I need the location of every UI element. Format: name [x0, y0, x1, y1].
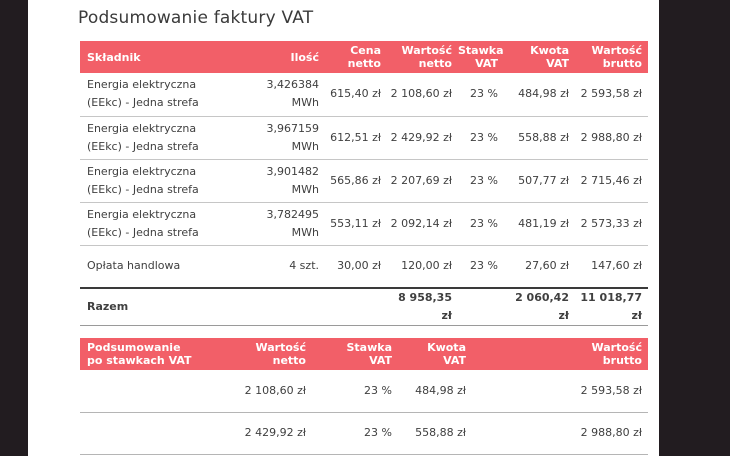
- column-header-value-net: Wartość netto: [387, 41, 458, 73]
- cell-vat-amount: 481,19 zł: [504, 202, 575, 246]
- total-label: Razem: [80, 287, 240, 326]
- column-header-component: Składnik: [80, 41, 240, 73]
- cell-value-gross: 147,60 zł: [575, 245, 648, 289]
- cell-value-net: 2 092,14 zł: [387, 202, 458, 246]
- column-header-value-net: Wartość netto: [200, 338, 312, 370]
- column-header-vat-summary-label: Podsumowanie po stawkach VAT: [80, 338, 200, 370]
- cell-vat-rate: 23 %: [458, 245, 504, 289]
- column-header-vat-rate: Stawka VAT: [458, 41, 504, 73]
- total-vat-amount: 2 060,42 zł: [504, 287, 575, 326]
- cell-quantity: 3,901482 MWh: [240, 159, 325, 203]
- cell-vat-amount: 558,88 zł: [504, 116, 575, 160]
- cell-component: Opłata handlowa: [80, 245, 240, 289]
- table-row: Energia elektryczna (EEkc) - Jedna stref…: [80, 202, 648, 246]
- page-title: Podsumowanie faktury VAT: [78, 8, 314, 28]
- cell-component: Energia elektryczna (EEkc) - Jedna stref…: [80, 202, 240, 246]
- total-value-net: 8 958,35 zł: [387, 287, 458, 326]
- total-vat-rate-empty: [458, 287, 504, 326]
- cell-quantity: 3,967159 MWh: [240, 116, 325, 160]
- cell-value-gross: 2 593,58 zł: [575, 73, 648, 117]
- cell-vat-rate: 23 %: [458, 202, 504, 246]
- cell-vat-amount: 558,88 zł: [398, 412, 472, 455]
- column-header-quantity: Ilość: [240, 41, 325, 73]
- total-row: Razem 8 958,35 zł 2 060,42 zł 11 018,77 …: [80, 287, 648, 326]
- column-header-value-gross: Wartość brutto: [575, 41, 648, 73]
- vat-summary-header-row: Podsumowanie po stawkach VAT Wartość net…: [80, 338, 648, 370]
- cell-vat-amount: 484,98 zł: [398, 370, 472, 413]
- cell-component: Energia elektryczna (EEkc) - Jedna stref…: [80, 159, 240, 203]
- cell-unit-price-net: 615,40 zł: [325, 73, 387, 117]
- cell-component: Energia elektryczna (EEkc) - Jedna stref…: [80, 116, 240, 160]
- cell-unit-price-net: 30,00 zł: [325, 245, 387, 289]
- table-row: Energia elektryczna (EEkc) - Jedna stref…: [80, 116, 648, 160]
- total-value-gross: 11 018,77 zł: [575, 287, 648, 326]
- invoice-summary-table: Składnik Ilość Cena netto Wartość netto …: [80, 41, 648, 326]
- cell-value-net: 120,00 zł: [387, 245, 458, 289]
- table-row: 2 108,60 zł 23 % 484,98 zł 2 593,58 zł: [80, 370, 648, 413]
- total-quantity-empty: [240, 287, 325, 326]
- cell-value-net: 2 108,60 zł: [387, 73, 458, 117]
- cell-value-gross: 2 988,80 zł: [472, 412, 648, 455]
- column-header-value-gross: Wartość brutto: [472, 338, 648, 370]
- cell-component: Energia elektryczna (EEkc) - Jedna stref…: [80, 73, 240, 117]
- cell-label-empty: [80, 370, 200, 413]
- vat-rate-summary-table: Podsumowanie po stawkach VAT Wartość net…: [80, 338, 648, 455]
- table-row: Opłata handlowa 4 szt. 30,00 zł 120,00 z…: [80, 245, 648, 289]
- table-row: Energia elektryczna (EEkc) - Jedna stref…: [80, 73, 648, 117]
- cell-quantity: 4 szt.: [240, 245, 325, 289]
- invoice-table-header-row: Składnik Ilość Cena netto Wartość netto …: [80, 41, 648, 73]
- cell-vat-rate: 23 %: [312, 412, 398, 455]
- cell-unit-price-net: 553,11 zł: [325, 202, 387, 246]
- cell-value-gross: 2 593,58 zł: [472, 370, 648, 413]
- column-header-unit-price-net: Cena netto: [325, 41, 387, 73]
- column-header-vat-rate: Stawka VAT: [312, 338, 398, 370]
- cell-value-gross: 2 715,46 zł: [575, 159, 648, 203]
- cell-value-gross: 2 573,33 zł: [575, 202, 648, 246]
- cell-value-net: 2 429,92 zł: [200, 412, 312, 455]
- cell-value-net: 2 207,69 zł: [387, 159, 458, 203]
- cell-unit-price-net: 612,51 zł: [325, 116, 387, 160]
- cell-vat-amount: 27,60 zł: [504, 245, 575, 289]
- column-header-vat-amount: Kwota VAT: [504, 41, 575, 73]
- total-unit-price-empty: [325, 287, 387, 326]
- table-row: Energia elektryczna (EEkc) - Jedna stref…: [80, 159, 648, 203]
- cell-value-net: 2 108,60 zł: [200, 370, 312, 413]
- cell-quantity: 3,782495 MWh: [240, 202, 325, 246]
- cell-vat-amount: 484,98 zł: [504, 73, 575, 117]
- cell-vat-rate: 23 %: [458, 159, 504, 203]
- cell-unit-price-net: 565,86 zł: [325, 159, 387, 203]
- cell-value-gross: 2 988,80 zł: [575, 116, 648, 160]
- invoice-summary-page: Podsumowanie faktury VAT Składnik Ilość …: [28, 0, 659, 456]
- table-row: 2 429,92 zł 23 % 558,88 zł 2 988,80 zł: [80, 412, 648, 455]
- cell-vat-rate: 23 %: [458, 116, 504, 160]
- cell-value-net: 2 429,92 zł: [387, 116, 458, 160]
- column-header-vat-amount: Kwota VAT: [398, 338, 472, 370]
- cell-vat-rate: 23 %: [312, 370, 398, 413]
- cell-quantity: 3,426384 MWh: [240, 73, 325, 117]
- cell-label-empty: [80, 412, 200, 455]
- cell-vat-amount: 507,77 zł: [504, 159, 575, 203]
- cell-vat-rate: 23 %: [458, 73, 504, 117]
